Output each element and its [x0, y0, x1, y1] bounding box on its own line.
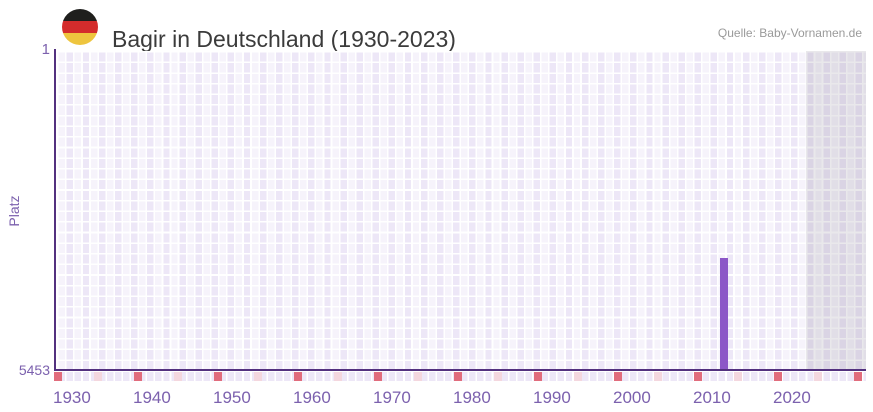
x-axis-label: 1940 — [133, 388, 171, 407]
y-axis-tick-bottom: 5453 — [18, 362, 50, 378]
y-axis-title: Platz — [6, 195, 22, 227]
decade-tick-marker — [454, 372, 462, 381]
half-decade-tick-marker — [414, 372, 422, 381]
future-plot-band — [806, 51, 866, 370]
decade-tick-marker — [134, 372, 142, 381]
decade-tick-marker — [774, 372, 782, 381]
x-axis-line — [54, 369, 866, 371]
x-axis-label: 2010 — [693, 388, 731, 407]
decade-tick-marker — [614, 372, 622, 381]
decade-tick-marker — [214, 372, 222, 381]
y-axis-tick-top: 1 — [41, 41, 50, 58]
x-axis-label: 1930 — [53, 388, 91, 407]
decade-tick-marker — [54, 372, 62, 381]
x-axis-label: 1950 — [213, 388, 251, 407]
germany-flag-icon — [62, 9, 98, 45]
x-axis-label: 2020 — [773, 388, 811, 407]
half-decade-tick-marker — [94, 372, 102, 381]
half-decade-tick-marker — [174, 372, 182, 381]
decade-tick-marker — [294, 372, 302, 381]
x-axis-tick-strip — [54, 372, 866, 381]
half-decade-tick-marker — [654, 372, 662, 381]
decade-tick-marker — [694, 372, 702, 381]
half-decade-tick-marker — [254, 372, 262, 381]
half-decade-tick-marker — [494, 372, 502, 381]
plot-area[interactable] — [57, 51, 866, 370]
half-decade-tick-marker — [334, 372, 342, 381]
half-decade-tick-marker — [734, 372, 742, 381]
decade-tick-marker — [854, 372, 862, 381]
chart-title: Bagir in Deutschland (1930-2023) — [112, 26, 456, 53]
rank-bar[interactable] — [719, 257, 728, 370]
half-decade-tick-marker — [814, 372, 822, 381]
x-axis-label: 1990 — [533, 388, 571, 407]
x-axis-label: 1980 — [453, 388, 491, 407]
x-axis-label: 2000 — [613, 388, 651, 407]
half-decade-tick-marker — [574, 372, 582, 381]
y-axis-line — [54, 49, 56, 371]
x-axis-label: 1960 — [293, 388, 331, 407]
decade-tick-marker — [374, 372, 382, 381]
decade-tick-marker — [534, 372, 542, 381]
source-credit: Quelle: Baby-Vornamen.de — [717, 26, 862, 40]
x-axis-label: 1970 — [373, 388, 411, 407]
